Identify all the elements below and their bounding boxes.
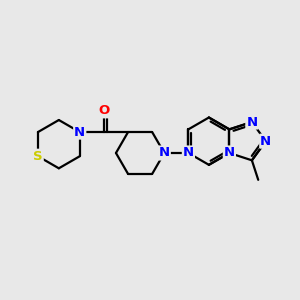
Text: N: N [74, 126, 85, 139]
Text: N: N [260, 135, 272, 148]
Text: N: N [183, 146, 194, 160]
Text: N: N [224, 146, 235, 160]
Text: O: O [98, 104, 110, 117]
Text: N: N [159, 146, 170, 160]
Text: S: S [33, 150, 43, 163]
Text: N: N [246, 116, 257, 128]
